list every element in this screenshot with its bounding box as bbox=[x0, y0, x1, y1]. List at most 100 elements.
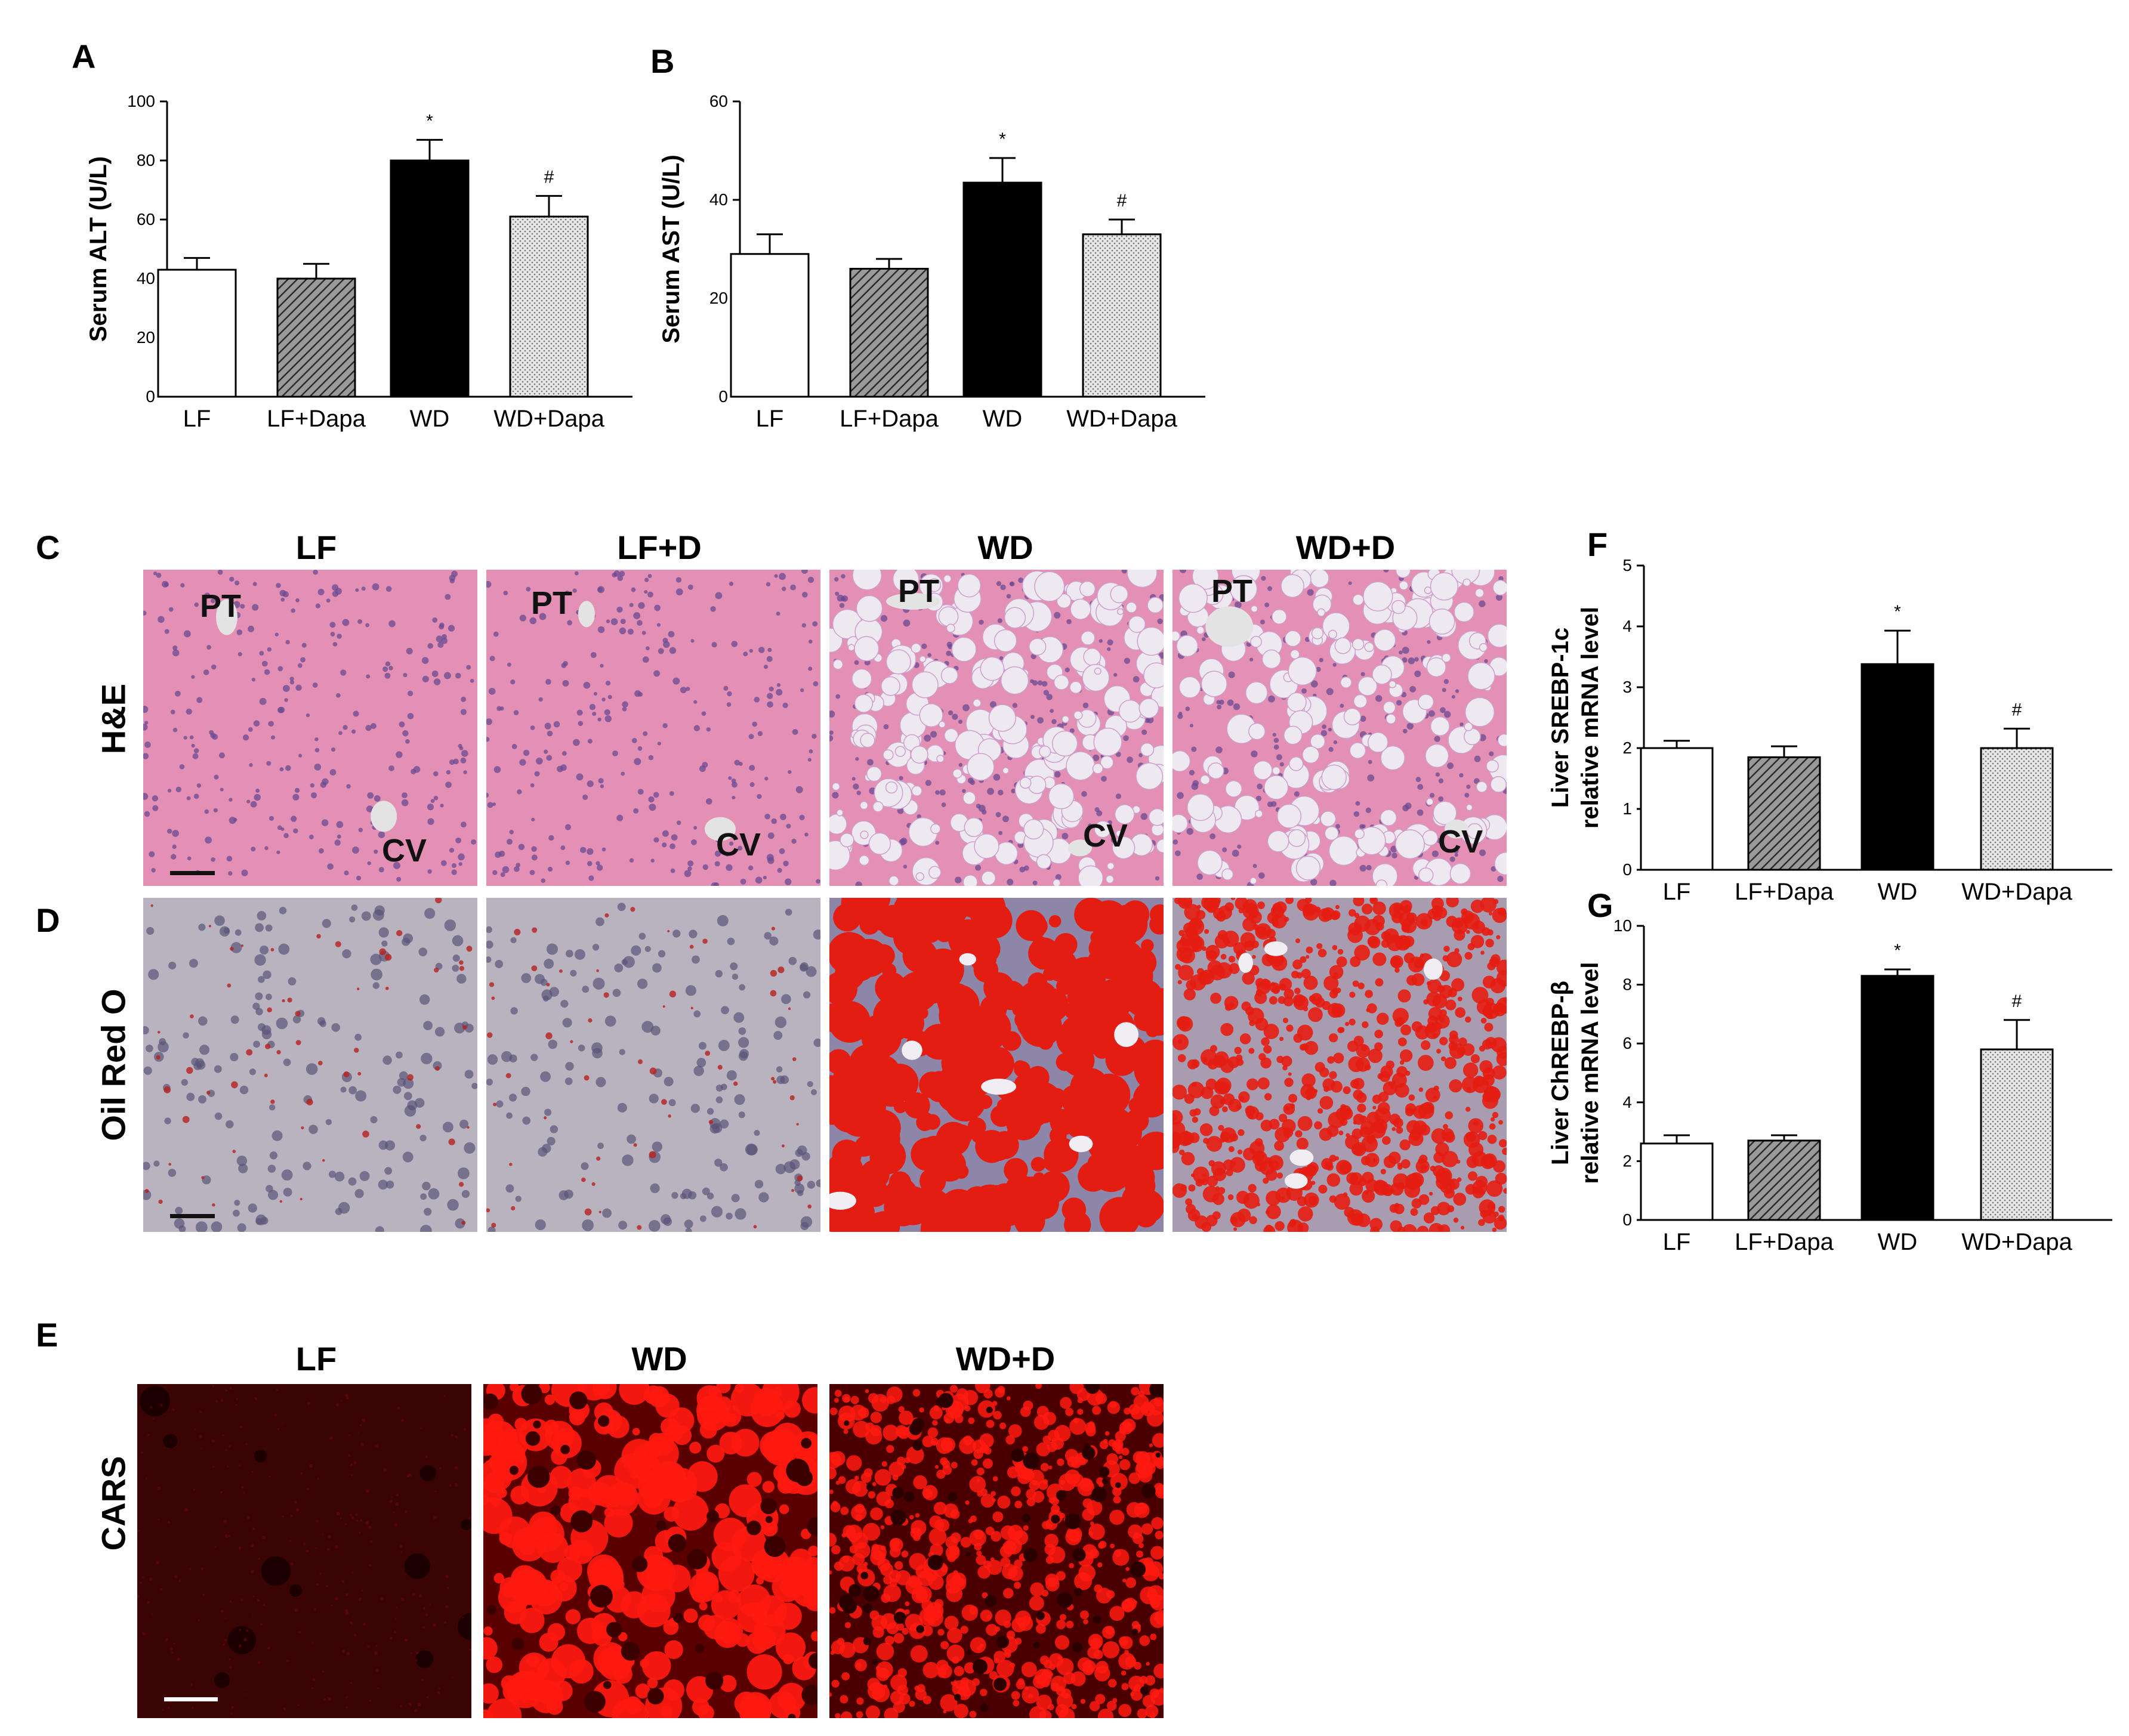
bar-LF+Dapa bbox=[276, 277, 356, 398]
col-header-wd-d: WD+D bbox=[1295, 529, 1396, 566]
y-tick-label: 4 bbox=[1622, 617, 1632, 635]
cv-label-wd: CV bbox=[1083, 818, 1128, 854]
x-tick-label: LF bbox=[756, 406, 784, 432]
y-tick-label: 2 bbox=[1622, 739, 1632, 757]
he-image-wd-d bbox=[1173, 570, 1507, 886]
y-axis-label: Liver ChREBP-β bbox=[1547, 981, 1573, 1165]
x-tick-label: LF+Dapa bbox=[1735, 879, 1834, 905]
chart-serum-alt: 0 20 40 60 80 100 Serum ALT (U/L) LF LF+Dapa * WD #… bbox=[85, 92, 632, 432]
bar-WD bbox=[1860, 663, 1934, 871]
bar-LF+Dapa bbox=[1747, 1139, 1821, 1221]
x-tick-label: LF bbox=[1663, 879, 1691, 905]
y-tick-label: 100 bbox=[127, 92, 155, 110]
scale-bar-cars bbox=[164, 1697, 218, 1701]
panel-label-a: A bbox=[72, 38, 96, 75]
row-label-oil-red-o: Oil Red O bbox=[94, 989, 132, 1141]
y-tick-label: 8 bbox=[1622, 975, 1632, 994]
he-image-lf bbox=[143, 570, 477, 886]
row-label-cars: CARS bbox=[94, 1456, 132, 1551]
x-tick-label: LF bbox=[1663, 1229, 1691, 1255]
panel-label-g: G bbox=[1587, 886, 1613, 924]
panel-label-e: E bbox=[36, 1316, 58, 1354]
chart-serum-ast: 0 20 40 60 Serum AST (U/L) LF LF+Dapa * WD # WD+Da… bbox=[658, 92, 1205, 432]
e-col-header-wd-d: WD+D bbox=[955, 1340, 1056, 1377]
significance-mark: # bbox=[2012, 991, 2022, 1011]
oil-red-o-image-lf-d bbox=[486, 898, 820, 1232]
chart-chrebp: 0 2 4 6 8 10 Liver ChREBP-β relative mRNA level… bbox=[1547, 916, 2112, 1255]
y-tick-label: 2 bbox=[1622, 1151, 1632, 1170]
x-tick-label: WD bbox=[983, 406, 1023, 432]
scale-bar-he bbox=[170, 871, 215, 875]
col-header-lf: LF bbox=[295, 529, 337, 566]
significance-mark: * bbox=[999, 129, 1006, 149]
y-tick-label: 0 bbox=[146, 387, 155, 406]
e-col-header-wd: WD bbox=[631, 1340, 687, 1377]
bar-WD+Dapa bbox=[1980, 1048, 2054, 1221]
cars-image-lf bbox=[137, 1384, 471, 1718]
significance-mark: * bbox=[426, 111, 433, 131]
x-tick-label: WD bbox=[1878, 879, 1918, 905]
col-header-wd: WD bbox=[977, 529, 1033, 566]
panel-label-c: C bbox=[36, 529, 60, 566]
y-tick-label: 10 bbox=[1613, 916, 1632, 935]
bar-LF bbox=[1640, 1142, 1714, 1221]
bar-WD+Dapa bbox=[1082, 233, 1162, 398]
y-tick-label: 60 bbox=[709, 92, 728, 110]
oil-red-o-image-wd-d bbox=[1173, 898, 1507, 1232]
cars-image-wd bbox=[483, 1384, 817, 1718]
bar-LF bbox=[1640, 747, 1714, 871]
bar-WD bbox=[962, 181, 1042, 398]
y-tick-label: 40 bbox=[709, 190, 728, 209]
pt-label-lf: PT bbox=[200, 588, 242, 624]
significance-mark: * bbox=[1894, 941, 1901, 960]
bar-WD bbox=[1860, 975, 1934, 1221]
pt-label-wd-d: PT bbox=[1211, 573, 1253, 609]
panel-label-d: D bbox=[36, 901, 60, 939]
bar-WD+Dapa bbox=[1980, 747, 2054, 871]
panel-label-b: B bbox=[650, 42, 675, 80]
he-image-lf-d bbox=[486, 570, 820, 886]
y-tick-label: 0 bbox=[1622, 860, 1632, 879]
x-tick-label: WD+Dapa bbox=[493, 406, 604, 432]
significance-mark: # bbox=[2012, 700, 2022, 719]
bar-WD bbox=[390, 159, 470, 398]
x-tick-label: WD+Dapa bbox=[1066, 406, 1177, 432]
y-tick-label: 0 bbox=[1622, 1210, 1632, 1229]
x-tick-label: WD+Dapa bbox=[1961, 1229, 2072, 1255]
pt-label-wd: PT bbox=[898, 573, 940, 609]
x-tick-label: LF+Dapa bbox=[840, 406, 939, 432]
bar-LF bbox=[157, 268, 237, 398]
x-tick-label: WD bbox=[410, 406, 450, 432]
oil-red-o-image-lf bbox=[143, 898, 477, 1232]
x-tick-label: LF+Dapa bbox=[1735, 1229, 1834, 1255]
y-axis-label: Serum AST (U/L) bbox=[658, 155, 684, 343]
y-axis-label: Serum ALT (U/L) bbox=[85, 156, 112, 342]
y-tick-label: 3 bbox=[1622, 678, 1632, 696]
y-tick-label: 20 bbox=[709, 289, 728, 307]
y-tick-label: 40 bbox=[137, 269, 155, 288]
col-header-lf-d: LF+D bbox=[617, 529, 702, 566]
he-image-wd bbox=[829, 570, 1164, 886]
scale-bar-oil bbox=[170, 1214, 215, 1218]
oil-red-o-image-wd bbox=[829, 898, 1164, 1232]
cars-image-wd-d bbox=[829, 1384, 1164, 1718]
y-tick-label: 0 bbox=[718, 387, 728, 406]
cv-label-lf-d: CV bbox=[716, 827, 761, 863]
x-tick-label: LF+Dapa bbox=[267, 406, 366, 432]
panel-label-f: F bbox=[1587, 526, 1608, 563]
significance-mark: # bbox=[1117, 191, 1127, 211]
y-axis-label: relative mRNA level bbox=[1577, 962, 1603, 1184]
bar-WD+Dapa bbox=[509, 215, 589, 398]
x-tick-label: WD+Dapa bbox=[1961, 879, 2072, 905]
bar-LF bbox=[730, 253, 810, 398]
significance-mark: # bbox=[544, 167, 554, 187]
significance-mark: * bbox=[1894, 602, 1901, 622]
y-axis-label: relative mRNA level bbox=[1577, 607, 1603, 829]
y-tick-label: 1 bbox=[1622, 799, 1632, 818]
chart-srebp1c: 0 1 2 3 4 5 Liver SREBP-1c relative mRNA level L… bbox=[1547, 556, 2112, 905]
y-tick-label: 6 bbox=[1622, 1034, 1632, 1052]
y-tick-label: 20 bbox=[137, 328, 155, 347]
y-tick-label: 60 bbox=[137, 210, 155, 228]
pt-label-lf-d: PT bbox=[531, 585, 573, 621]
bar-LF+Dapa bbox=[849, 268, 929, 398]
